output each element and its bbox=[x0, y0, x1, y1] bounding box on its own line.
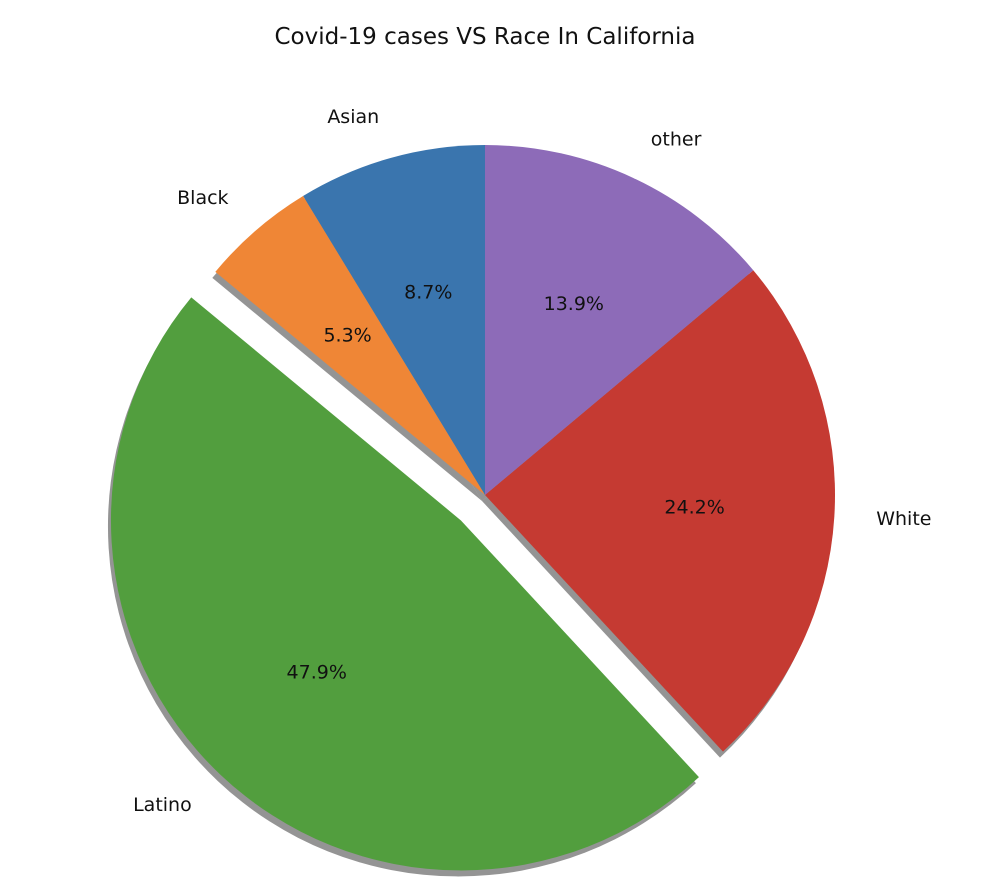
slice-label-asian: Asian bbox=[327, 106, 379, 128]
pct-label-latino: 47.9% bbox=[287, 662, 347, 684]
pct-label-other: 13.9% bbox=[544, 293, 604, 315]
pie-slice-white bbox=[485, 270, 835, 752]
pie-slice-latino bbox=[110, 297, 699, 871]
pie-slice-black bbox=[215, 196, 485, 495]
slice-label-white: White bbox=[876, 508, 931, 530]
pie-slice-other bbox=[485, 145, 754, 495]
pie-label-layer: 8.7% Asian 5.3% Black 47.9% Latino 24.2% White 1… bbox=[133, 106, 931, 816]
pie-slice-asian bbox=[303, 145, 485, 495]
slice-label-other: other bbox=[651, 128, 702, 150]
slice-label-latino: Latino bbox=[133, 794, 192, 816]
pct-label-black: 5.3% bbox=[323, 325, 371, 347]
pct-label-asian: 8.7% bbox=[404, 281, 452, 303]
pie-slice-layer bbox=[110, 145, 835, 871]
slice-label-black: Black bbox=[177, 187, 228, 209]
pct-label-white: 24.2% bbox=[664, 497, 724, 519]
chart-title: Covid-19 cases VS Race In California bbox=[275, 24, 696, 50]
